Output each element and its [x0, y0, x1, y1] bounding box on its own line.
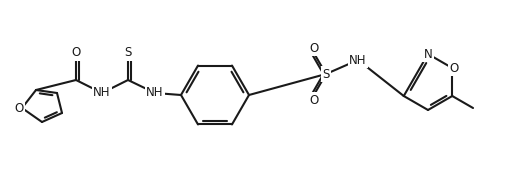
Text: O: O: [15, 102, 23, 115]
Text: N: N: [424, 48, 432, 61]
Text: O: O: [309, 93, 319, 106]
Text: NH: NH: [349, 54, 367, 67]
Text: O: O: [71, 46, 81, 59]
Text: NH: NH: [146, 86, 164, 99]
Text: NH: NH: [93, 86, 111, 99]
Text: O: O: [450, 61, 459, 74]
Text: S: S: [322, 68, 330, 80]
Text: S: S: [124, 46, 132, 59]
Text: O: O: [309, 42, 319, 55]
